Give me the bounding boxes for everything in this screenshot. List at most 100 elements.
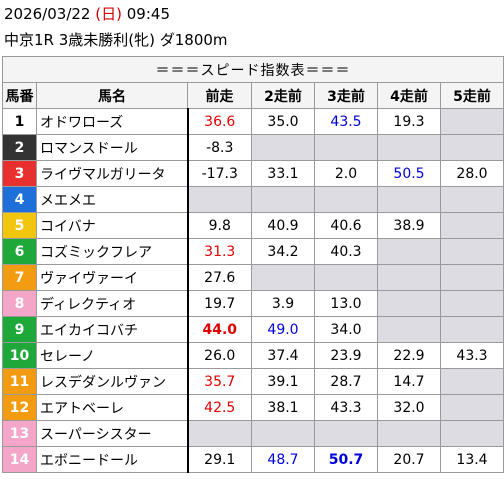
speed-index-cell [440,316,504,343]
weekday-close: ) [116,5,122,23]
table-row: 13 スーパーシスター [2,420,504,447]
speed-index-cell: 40.3 [314,238,378,265]
speed-index-cell: 38.1 [251,394,315,421]
horse-name: ヴァイヴァーイ [36,264,188,291]
table-row: 10 セレーノ 26.0 37.4 23.9 22.9 43.3 [2,342,504,369]
speed-index-cell: 43.5 [314,108,378,135]
speed-index-cell: 29.1 [186,446,252,473]
speed-index-cell [377,238,441,265]
speed-index-cell [440,394,504,421]
speed-index-cell [440,420,504,447]
speed-index-cell: 31.3 [186,238,252,265]
speed-index-cell [377,316,441,343]
horse-name: コイバナ [36,212,188,239]
speed-index-cell: -17.3 [186,160,252,187]
col-header-horse-name: 馬名 [36,82,188,109]
speed-index-cell: 19.7 [186,290,252,317]
horse-number: 5 [2,212,37,239]
speed-index-cell: 13.0 [314,290,378,317]
table-row: 5 コイバナ 9.8 40.9 40.6 38.9 [2,212,504,239]
speed-index-cell [314,186,378,213]
horse-name: ライヴマルガリータ [36,160,188,187]
speed-index-cell [440,108,504,135]
speed-index-cell [440,368,504,395]
speed-index-cell [377,134,441,161]
col-header-4-races-ago: 4走前 [377,82,441,109]
horse-number: 11 [2,368,37,395]
horse-number: 3 [2,160,37,187]
col-header-3-races-ago: 3走前 [314,82,378,109]
horse-name: スーパーシスター [36,420,188,447]
table-title: ＝＝＝スピード指数表＝＝＝ [2,56,504,83]
speed-index-cell [314,420,378,447]
table-row: 4 メエメエ [2,186,504,213]
table-row: 3 ライヴマルガリータ -17.3 33.1 2.0 50.5 28.0 [2,160,504,187]
speed-index-cell [251,264,315,291]
table-row: 11 レスデダンルヴァン 35.7 39.1 28.7 14.7 [2,368,504,395]
speed-index-cell: 49.0 [251,316,315,343]
col-header-last-race: 前走 [187,82,252,109]
horse-name: セレーノ [36,342,188,369]
speed-index-cell: 48.7 [251,446,315,473]
horse-number: 14 [2,446,37,473]
speed-index-cell: 43.3 [314,394,378,421]
race-weekday: 日 [101,5,117,23]
speed-index-cell [440,238,504,265]
horse-name: エアトベーレ [36,394,188,421]
column-header-row: 馬番 馬名 前走 2走前 3走前 4走前 5走前 [2,82,504,109]
speed-index-cell: 13.4 [440,446,504,473]
horse-number: 12 [2,394,37,421]
speed-index-cell: 35.7 [186,368,252,395]
speed-index-cell: 32.0 [377,394,441,421]
table-row: 8 ディレクティオ 19.7 3.9 13.0 [2,290,504,317]
horse-name: エボニードール [36,446,188,473]
speed-index-cell [440,186,504,213]
speed-index-cell: 50.5 [377,160,441,187]
horse-number: 9 [2,316,37,343]
speed-index-cell: 9.8 [186,212,252,239]
horse-number: 13 [2,420,37,447]
speed-index-cell [377,186,441,213]
table-row: 1 オドワローズ 36.6 35.0 43.5 19.3 [2,108,504,135]
speed-index-cell: 37.4 [251,342,315,369]
speed-index-cell [377,290,441,317]
horse-number: 6 [2,238,37,265]
speed-index-cell [186,420,252,447]
table-row: 7 ヴァイヴァーイ 27.6 [2,264,504,291]
speed-index-cell [314,264,378,291]
speed-index-cell [440,290,504,317]
speed-index-cell: 22.9 [377,342,441,369]
speed-index-table: ＝＝＝スピード指数表＝＝＝ 馬番 馬名 前走 2走前 3走前 4走前 5走前 1… [2,56,504,473]
speed-index-cell: 2.0 [314,160,378,187]
speed-index-cell [314,134,378,161]
table-row: 9 エイカイコバチ 44.0 49.0 34.0 [2,316,504,343]
race-info: 中京1R 3歳未勝利(牝) ダ1800m [4,31,228,49]
col-header-number: 馬番 [2,82,37,109]
speed-index-cell: 50.7 [314,446,378,473]
speed-index-cell: 3.9 [251,290,315,317]
speed-index-cell: 23.9 [314,342,378,369]
horse-name: ロマンスドール [36,134,188,161]
speed-index-cell [251,134,315,161]
speed-index-cell: 43.3 [440,342,504,369]
race-date: 2026/03/22 [4,5,91,23]
speed-index-cell: 26.0 [186,342,252,369]
horse-number: 7 [2,264,37,291]
speed-index-cell: 42.5 [186,394,252,421]
date-time-line: 2026/03/22 (日) 09:45 [4,4,170,24]
speed-index-cell: 40.9 [251,212,315,239]
speed-index-cell [440,134,504,161]
horse-number: 1 [2,108,37,135]
table-body: 1 オドワローズ 36.6 35.0 43.5 19.3 2 ロマンスドール -8.3 3 ライヴマ… [2,108,504,473]
speed-index-cell [186,186,252,213]
speed-index-cell: 33.1 [251,160,315,187]
speed-index-cell: 20.7 [377,446,441,473]
speed-index-cell: 39.1 [251,368,315,395]
horse-name: レスデダンルヴァン [36,368,188,395]
speed-index-cell [377,264,441,291]
horse-number: 4 [2,186,37,213]
speed-index-cell [377,420,441,447]
table-row: 12 エアトベーレ 42.5 38.1 43.3 32.0 [2,394,504,421]
col-header-5-races-ago: 5走前 [440,82,504,109]
speed-index-cell: 35.0 [251,108,315,135]
